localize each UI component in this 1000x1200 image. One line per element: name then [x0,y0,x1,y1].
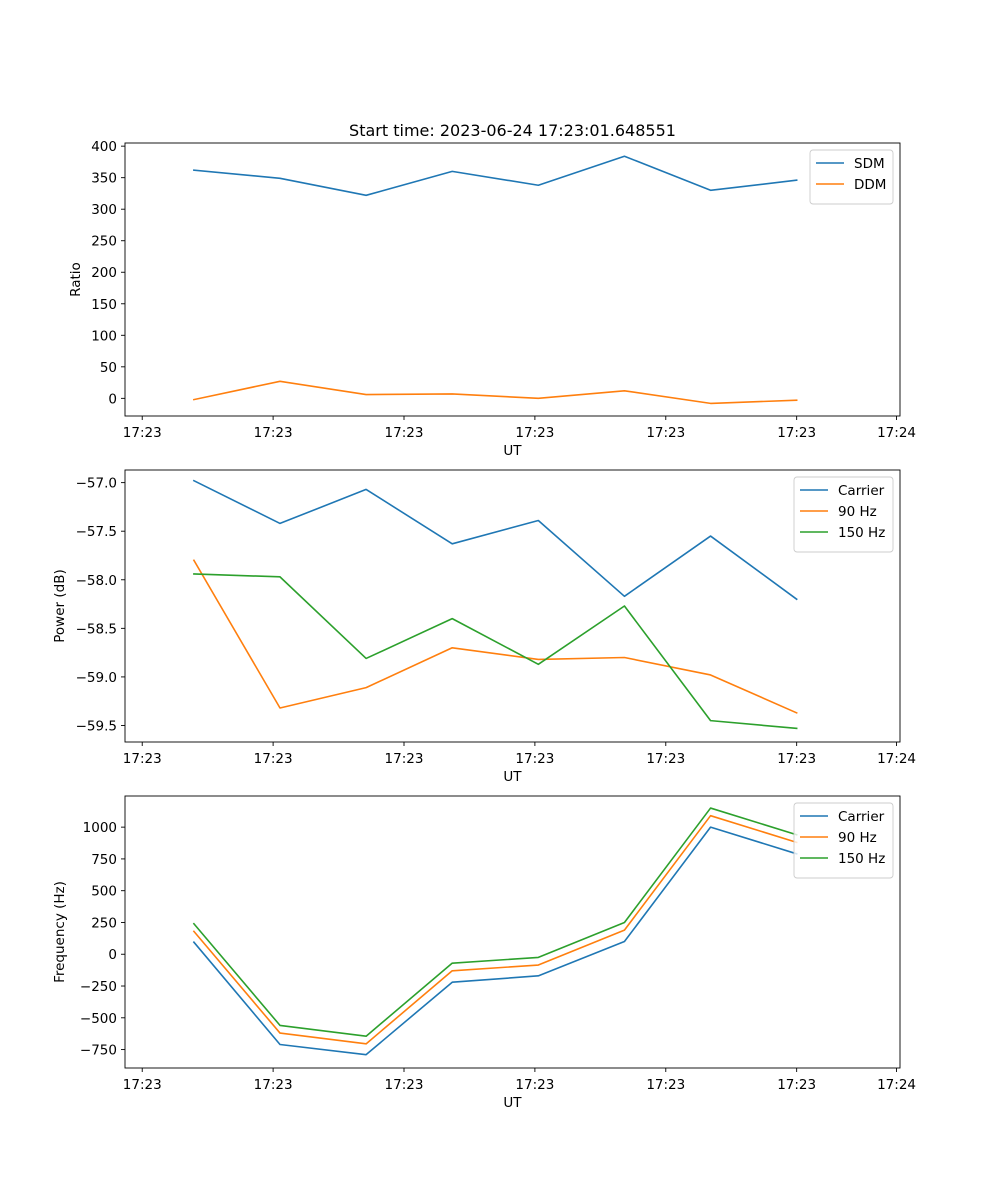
legend-label: 90 Hz [838,830,877,846]
legend-label: Carrier [838,483,885,499]
series-line-90-hz [192,814,798,1045]
legend: Carrier 90 Hz 150 Hz [793,476,894,553]
x-tick-label: 17:23 [646,425,685,441]
y-tick-label: 100 [91,328,117,344]
y-tick-label: −59.0 [76,670,117,686]
legend: SDM DDM [809,149,894,205]
legend-label: 150 Hz [838,851,885,867]
x-tick-label: 17:23 [515,1077,554,1093]
series-line-carrier [192,826,798,1056]
legend-box [793,802,894,879]
plot-area-frame [124,795,901,1069]
x-tick-label: 17:23 [254,425,293,441]
x-tick-label: 17:24 [877,751,916,767]
x-tick-label: 17:23 [123,425,162,441]
y-tick-label: 400 [91,139,117,155]
y-tick-label: −57.5 [76,524,117,540]
y-tick-label: 200 [91,265,117,281]
x-tick-label: 17:23 [385,425,424,441]
y-axis-label: Ratio [68,262,84,297]
y-tick-label: 500 [91,884,117,900]
x-tick-label: 17:23 [515,425,554,441]
x-tick-label: 17:24 [877,425,916,441]
x-tick-label: 17:23 [123,751,162,767]
series-line-ddm [192,380,798,405]
y-tick-label: −58.5 [76,621,117,637]
series-line-150-hz [193,573,798,730]
legend-box [793,476,894,553]
subplot-2: 17:23 17:23 17:23 17:23 17:23 17:23 17:24 −59.5… [52,469,916,785]
plot-area-frame [124,469,901,743]
x-tick-label: 17:23 [777,751,816,767]
y-tick-label: 250 [91,915,117,931]
series-line-90-hz [192,559,798,714]
x-tick-label: 17:23 [254,1077,293,1093]
series-line-150-hz [192,807,798,1038]
y-axis-label: Frequency (Hz) [52,881,68,983]
x-tick-label: 17:23 [646,1077,685,1093]
y-tick-label: −250 [80,979,117,995]
x-tick-label: 17:23 [646,751,685,767]
subplots: 17:23 17:23 17:23 17:23 17:23 17:23 17:24 0 50 10… [52,139,916,1111]
x-tick-label: 17:23 [385,751,424,767]
y-tick-label: −500 [80,1011,117,1027]
legend-label: Carrier [838,809,885,825]
y-axis-label: Power (dB) [52,569,68,642]
plot-area-frame [124,142,901,417]
y-tick-label: −57.0 [76,476,117,492]
legend: Carrier 90 Hz 150 Hz [793,802,894,879]
y-tick-label: 50 [100,360,117,376]
x-axis-label: UT [503,769,522,785]
y-tick-label: 150 [91,297,117,313]
legend-label: DDM [854,177,886,193]
y-tick-label: 1000 [83,820,117,836]
x-tick-label: 17:23 [777,1077,816,1093]
subplot-3: 17:23 17:23 17:23 17:23 17:23 17:23 17:24 −750 −… [52,795,916,1111]
x-tick-label: 17:23 [123,1077,162,1093]
y-tick-label: 350 [91,171,117,187]
subplot-1: 17:23 17:23 17:23 17:23 17:23 17:23 17:24 0 50 10… [68,139,916,459]
x-tick-label: 17:23 [385,1077,424,1093]
series-line-carrier [192,479,798,601]
chart-title: Start time: 2023-06-24 17:23:01.648551 [349,121,676,140]
series-line-sdm [193,155,798,197]
y-tick-label: 0 [108,391,117,407]
x-axis-label: UT [503,1095,522,1111]
legend-label: SDM [854,156,885,172]
x-axis-label: UT [503,443,522,459]
y-tick-label: 750 [91,852,117,868]
legend-label: 150 Hz [838,525,885,541]
y-tick-label: 300 [91,202,117,218]
x-tick-label: 17:23 [777,425,816,441]
x-tick-label: 17:24 [877,1077,916,1093]
y-tick-label: −59.5 [76,718,117,734]
legend-label: 90 Hz [838,504,877,520]
y-tick-label: 250 [91,234,117,250]
x-tick-label: 17:23 [254,751,293,767]
y-tick-label: 0 [108,947,117,963]
y-tick-label: −58.0 [76,573,117,589]
x-tick-label: 17:23 [515,751,554,767]
y-tick-label: −750 [80,1043,117,1059]
